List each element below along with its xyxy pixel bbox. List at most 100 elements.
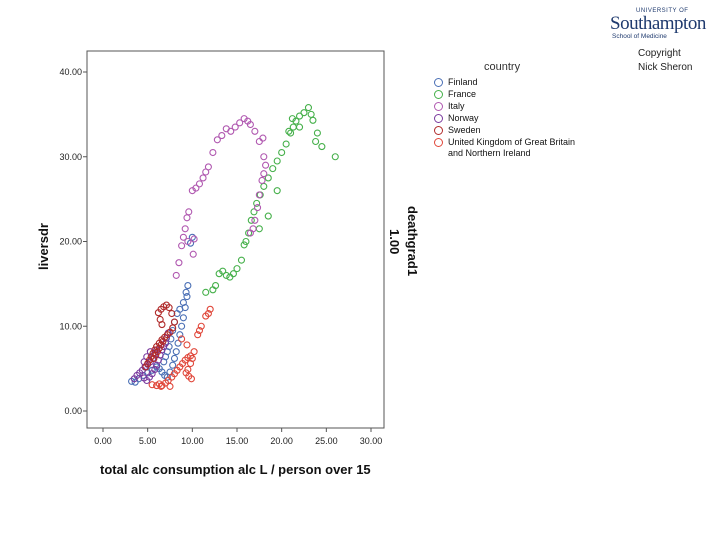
data-point [190, 235, 198, 243]
data-point [331, 153, 339, 161]
legend-label: Italy [448, 101, 465, 111]
data-point [219, 267, 227, 275]
data-point [190, 348, 198, 356]
data-point [247, 216, 255, 224]
data-point [158, 321, 166, 329]
data-point [165, 304, 173, 312]
data-point [278, 148, 286, 157]
data-point [172, 271, 180, 279]
data-point [199, 174, 207, 182]
data-point [209, 148, 217, 157]
panel-label-title: deathgrad1 [405, 206, 420, 277]
data-point [151, 365, 159, 374]
data-point [212, 282, 220, 290]
data-point [173, 309, 181, 318]
legend-item: Italy [434, 101, 588, 112]
x-tick-label: 10.00 [181, 436, 204, 446]
data-point [182, 288, 190, 296]
y-tick-label: 10.00 [59, 321, 82, 331]
data-point [166, 382, 174, 390]
data-point [175, 259, 183, 267]
data-point [253, 204, 262, 212]
data-point [195, 180, 204, 188]
data-point [195, 326, 204, 335]
legend-item: Norway [434, 113, 588, 124]
legend-marker [434, 126, 443, 135]
data-point [150, 354, 158, 363]
x-tick-label: 30.00 [360, 436, 383, 446]
legend-label: Sweden [448, 125, 481, 135]
data-point [258, 176, 266, 185]
data-point [251, 127, 259, 135]
plot-area [86, 50, 385, 429]
data-point [262, 161, 270, 169]
legend-label: Norway [448, 113, 479, 123]
data-point [174, 339, 182, 347]
data-point [240, 241, 248, 249]
legend: Finland France Italy Norway Sweden United Kin… [434, 77, 588, 160]
data-point [318, 143, 326, 151]
data-point [183, 341, 191, 349]
data-point [145, 356, 154, 364]
data-point [179, 233, 187, 241]
copyright-line-2: Nick Sheron [638, 62, 693, 73]
copyright-notice: Copyright Nick Sheron [638, 47, 692, 75]
y-tick-label: 30.00 [59, 152, 82, 162]
data-point [192, 184, 200, 192]
legend-marker [434, 78, 443, 87]
data-point [309, 116, 317, 124]
data-point [288, 115, 296, 123]
data-point [153, 348, 162, 356]
data-point [169, 361, 177, 369]
data-point [189, 250, 197, 258]
data-point [168, 309, 176, 318]
data-point [251, 216, 259, 224]
data-point [202, 288, 210, 296]
panel-label-value: 1.00 [387, 229, 402, 255]
data-point [229, 270, 237, 278]
data-point [197, 322, 205, 330]
data-point [184, 365, 192, 374]
axis-ticks: 0.00 5.00 10.00 15.00 20.00 25.00 30.00 0.00 10.… [59, 67, 382, 446]
data-point [152, 351, 160, 359]
data-point [179, 298, 187, 307]
y-tick-label: 40.00 [59, 67, 82, 77]
data-point [300, 109, 308, 117]
data-point [250, 208, 258, 216]
data-point [242, 237, 250, 246]
data-point [264, 212, 272, 220]
data-point [236, 119, 244, 127]
data-point [312, 137, 320, 146]
legend-label: France [448, 89, 477, 99]
data-point [206, 305, 214, 313]
data-point [253, 199, 261, 207]
data-point [260, 170, 268, 178]
data-point [186, 359, 195, 368]
data-point [246, 229, 254, 237]
data-point [295, 123, 304, 131]
data-point [142, 363, 150, 371]
legend-marker [434, 102, 443, 111]
data-point [259, 134, 267, 142]
data-point [237, 256, 246, 264]
x-tick-label: 25.00 [315, 436, 338, 446]
data-point [264, 174, 272, 182]
data-point [313, 129, 321, 137]
y-axis-label: liversdr [36, 223, 51, 270]
x-tick-label: 0.00 [94, 436, 112, 446]
data-point [255, 191, 263, 199]
logo-name: Southampton [610, 13, 706, 34]
data-point [282, 140, 290, 148]
data-point [159, 337, 167, 346]
legend-item: France [434, 89, 588, 100]
y-tick-label: 0.00 [64, 406, 82, 416]
legend-marker [434, 90, 443, 99]
data-point [181, 225, 189, 233]
data-point [204, 309, 212, 318]
data-point [178, 322, 186, 330]
legend-item: Finland [434, 77, 588, 88]
data-point [260, 153, 268, 161]
data-point [222, 271, 230, 279]
data-point [185, 208, 193, 216]
data-point [285, 127, 293, 135]
